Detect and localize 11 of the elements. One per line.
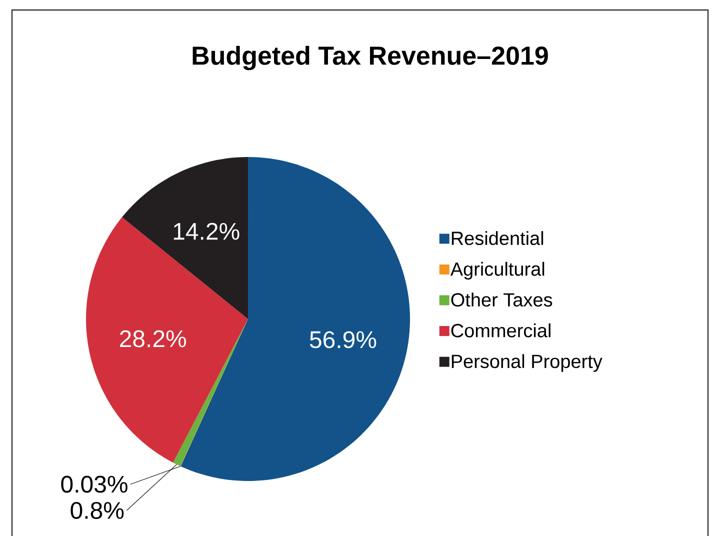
chart-title: Budgeted Tax Revenue–2019 [192, 46, 548, 70]
legend-label: Personal Property [452, 354, 602, 372]
legend-label: Agricultural [450, 262, 544, 280]
legend-label: Residential [452, 231, 544, 246]
data-label: 0.03% [61, 476, 128, 493]
legend-label: Other Taxes [451, 292, 552, 307]
data-label: 14.2% [174, 222, 240, 240]
data-label: 56.9% [310, 331, 376, 348]
legend-label: Commercial [451, 323, 550, 338]
data-label: 28.2% [120, 330, 186, 348]
data-label: 0.8% [70, 502, 124, 519]
